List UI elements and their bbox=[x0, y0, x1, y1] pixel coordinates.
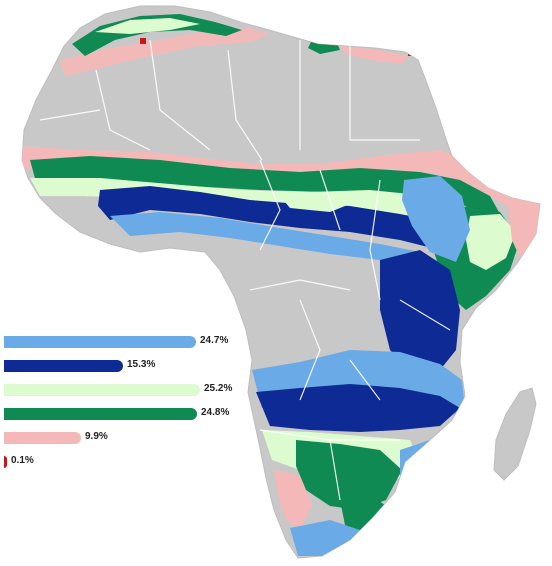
rift-dark-blue bbox=[380, 250, 460, 372]
west-dark-blue-band bbox=[98, 186, 460, 250]
east-light-block bbox=[466, 214, 516, 270]
legend-bar bbox=[4, 360, 123, 372]
country-borders bbox=[39, 39, 451, 501]
legend-value-label: 24.8% bbox=[201, 407, 230, 418]
south-pink-patch bbox=[274, 470, 312, 530]
rift-light-blue bbox=[402, 176, 470, 262]
legend-bar bbox=[4, 432, 81, 444]
sahel-green-band bbox=[30, 156, 500, 214]
legend-row: 24.7% bbox=[0, 334, 260, 358]
west-light-blue-band bbox=[110, 212, 440, 270]
legend-row: 9.9% bbox=[0, 430, 260, 454]
red-spot-north bbox=[140, 38, 146, 44]
legend-value-label: 15.3% bbox=[127, 359, 156, 370]
madagascar-island bbox=[493, 387, 537, 481]
horn-pink-patch bbox=[508, 204, 540, 258]
legend: 24.7% 15.3% 25.2% 24.8% 9.9% 0.1% bbox=[0, 334, 260, 478]
legend-bar bbox=[4, 336, 196, 348]
legend-row: 24.8% bbox=[0, 406, 260, 430]
legend-bar bbox=[4, 384, 200, 396]
north-pink-band bbox=[60, 28, 270, 76]
legend-value-label: 24.7% bbox=[200, 335, 229, 346]
legend-bar bbox=[4, 408, 197, 420]
legend-value-label: 25.2% bbox=[204, 383, 233, 394]
north-light-patch bbox=[95, 18, 200, 34]
legend-row: 15.3% bbox=[0, 358, 260, 382]
north-green-band bbox=[72, 14, 242, 56]
south-green-block bbox=[296, 440, 402, 510]
biome-overlays bbox=[22, 14, 540, 556]
legend-row: 25.2% bbox=[0, 382, 260, 406]
north-east-pink bbox=[340, 46, 408, 64]
south-central-dark-blue bbox=[256, 384, 460, 432]
legend-value-label: 0.1% bbox=[11, 455, 34, 466]
legend-value-label: 9.9% bbox=[85, 431, 108, 442]
legend-row: 0.1% bbox=[0, 454, 260, 478]
legend-bar bbox=[4, 456, 7, 468]
